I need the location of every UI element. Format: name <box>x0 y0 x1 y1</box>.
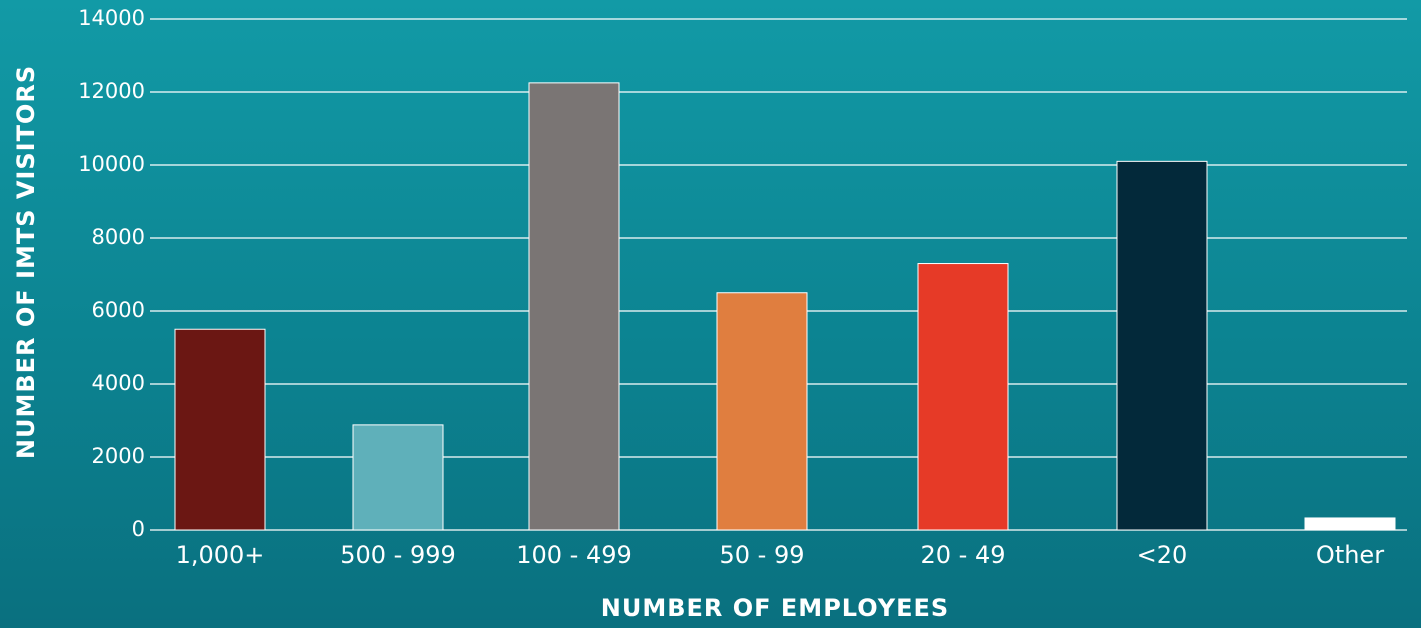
x-axis-title: NUMBER OF EMPLOYEES <box>601 594 949 622</box>
bar <box>352 424 444 531</box>
y-tick-label: 12000 <box>78 79 145 103</box>
bar <box>174 328 266 531</box>
y-tick-label: 2000 <box>92 444 145 468</box>
x-tick-label: Other <box>1316 541 1384 569</box>
y-tick-label: 4000 <box>92 371 145 395</box>
bar <box>716 292 808 531</box>
y-tick-label: 10000 <box>78 152 145 176</box>
bar <box>528 82 620 531</box>
bar <box>917 263 1009 531</box>
x-tick-label: 500 - 999 <box>340 541 456 569</box>
x-tick-label: 50 - 99 <box>720 541 805 569</box>
x-tick-label: <20 <box>1137 541 1188 569</box>
bar <box>1116 160 1208 531</box>
y-tick-label: 8000 <box>92 225 145 249</box>
y-tick-label: 6000 <box>92 298 145 322</box>
y-axis-title: NUMBER OF IMTS VISITORS <box>12 65 40 459</box>
y-tick-label: 14000 <box>78 6 145 30</box>
x-tick-label: 100 - 499 <box>516 541 632 569</box>
y-tick-label: 0 <box>132 517 145 541</box>
x-tick-label: 20 - 49 <box>921 541 1006 569</box>
bar <box>1304 517 1396 531</box>
x-tick-label: 1,000+ <box>176 541 265 569</box>
